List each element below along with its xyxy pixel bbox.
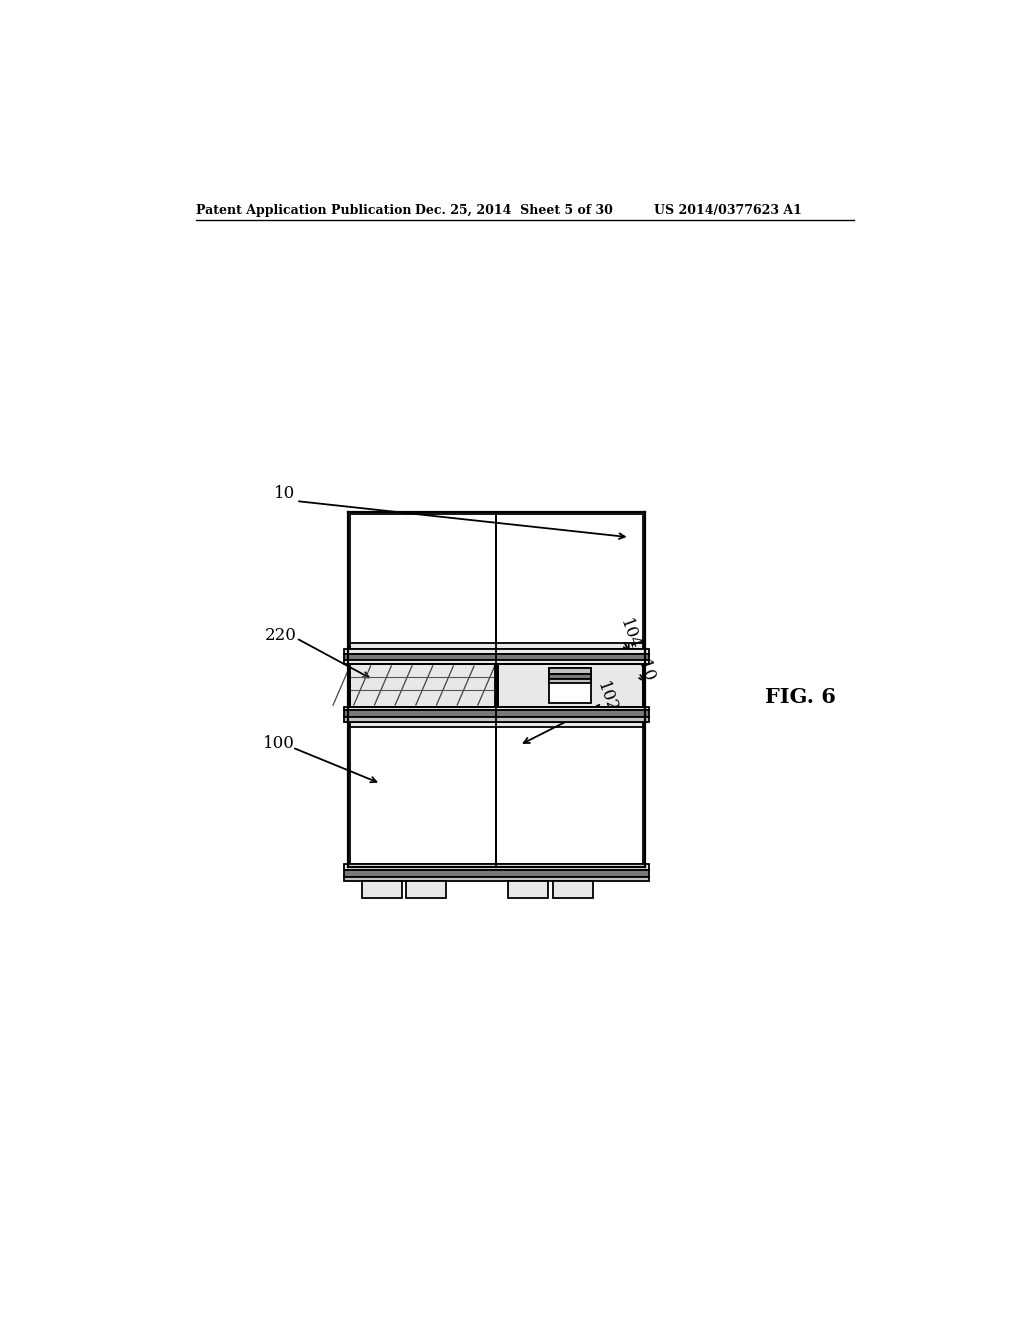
Text: 102: 102 (593, 680, 620, 715)
Text: 220: 220 (265, 627, 297, 644)
Bar (497, 515, 643, 649)
Bar (350, 664, 497, 706)
Text: Patent Application Publication: Patent Application Publication (196, 205, 412, 218)
Bar (344, 710, 649, 718)
Bar (549, 668, 592, 702)
Bar (344, 718, 649, 722)
Bar (344, 653, 649, 660)
Bar (497, 722, 643, 865)
Bar (344, 865, 649, 870)
Bar (549, 675, 592, 678)
Text: US 2014/0377623 A1: US 2014/0377623 A1 (654, 205, 802, 218)
Bar (350, 515, 497, 649)
Bar (498, 664, 643, 706)
Text: 10: 10 (274, 484, 295, 502)
Bar (508, 882, 548, 899)
Bar (344, 660, 649, 664)
Bar (549, 678, 592, 682)
Bar (553, 882, 593, 899)
Bar (344, 876, 649, 882)
Bar (549, 668, 592, 675)
Bar (344, 649, 649, 653)
Bar (350, 722, 497, 865)
Bar (344, 870, 649, 876)
Text: 210: 210 (632, 648, 658, 685)
Text: FIG. 6: FIG. 6 (765, 688, 836, 708)
Bar (344, 706, 649, 710)
Bar (350, 722, 643, 727)
Bar (350, 643, 643, 649)
Bar (361, 882, 401, 899)
Bar (407, 882, 446, 899)
Text: 100: 100 (262, 735, 294, 752)
Text: Dec. 25, 2014  Sheet 5 of 30: Dec. 25, 2014 Sheet 5 of 30 (416, 205, 613, 218)
Text: 104: 104 (616, 616, 643, 652)
